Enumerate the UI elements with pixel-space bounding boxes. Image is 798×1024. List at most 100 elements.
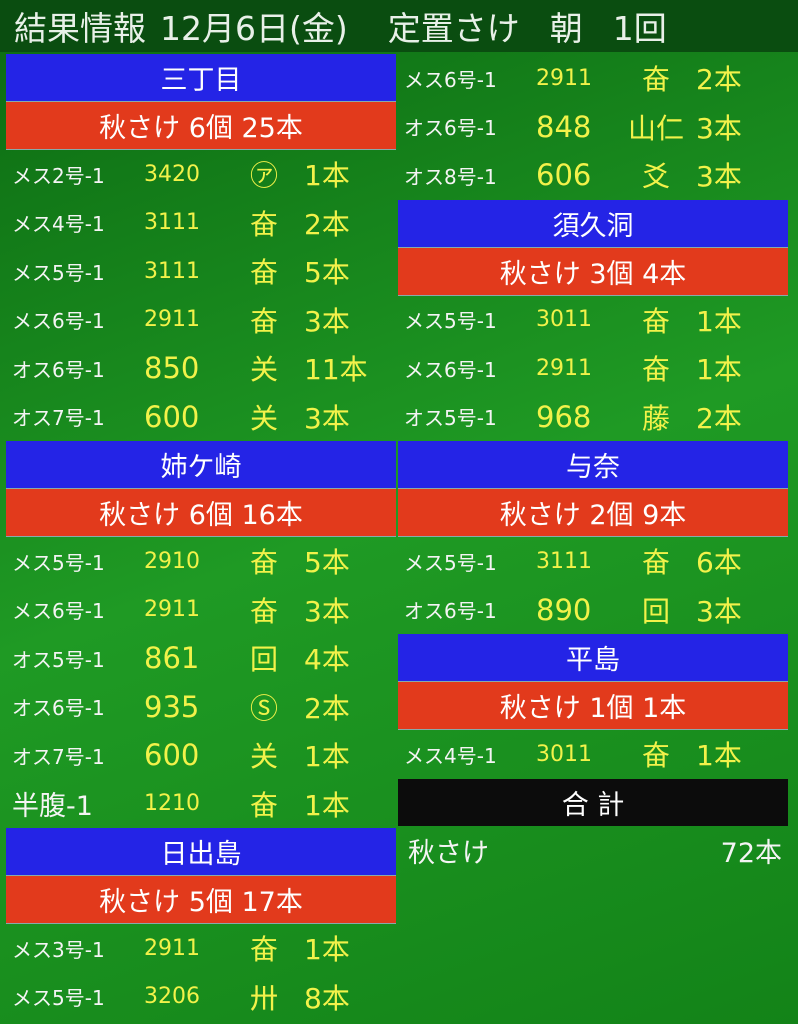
price: 2911 — [144, 307, 200, 333]
price: 1210 — [144, 791, 200, 817]
grade: メス2号-1 — [12, 163, 105, 188]
price: 3011 — [536, 741, 592, 767]
section-summary: 秋さけ 1個 1本 — [398, 682, 788, 730]
count: 2本 — [696, 63, 742, 97]
price: 600 — [144, 399, 200, 434]
price: 3206 — [144, 984, 200, 1010]
price: 3111 — [536, 548, 592, 574]
grade: メス5号-1 — [404, 309, 497, 334]
date: 12月6日(金) — [160, 9, 348, 48]
count: 6本 — [696, 546, 742, 580]
buyer-mark: 奋 — [641, 63, 670, 97]
count: 3本 — [696, 160, 742, 194]
grade: メス6号-1 — [404, 67, 497, 92]
buyer-mark: 奋 — [641, 739, 670, 773]
buyer-mark: 关 — [249, 740, 278, 774]
count: 3本 — [696, 111, 742, 145]
result-row: オス7号-1 600 关 3本 — [6, 393, 396, 442]
grade: オス6号-1 — [12, 357, 105, 382]
result-row: オス5号-1 968 藤 2本 — [398, 393, 788, 442]
price: 968 — [536, 399, 592, 434]
count: 5本 — [304, 546, 350, 580]
section-name: 与奈 — [398, 441, 788, 489]
count: 5本 — [304, 256, 350, 290]
total-title: 合 計 — [398, 778, 788, 826]
round: 1回 — [612, 9, 667, 48]
price: 861 — [144, 641, 200, 676]
grade: メス5号-1 — [12, 260, 105, 285]
result-row: 半腹-1 1210 奋 1本 — [6, 780, 396, 829]
buyer-mark: 奋 — [641, 353, 670, 387]
price: 3111 — [144, 210, 200, 236]
buyer-mark: 奋 — [249, 933, 278, 967]
buyer-mark: Ⓢ — [249, 691, 278, 725]
grade: メス5号-1 — [12, 986, 105, 1011]
result-row: メス6号-1 2911 奋 1本 — [398, 344, 788, 393]
price: 2911 — [144, 597, 200, 623]
result-row: メス4号-1 3011 奋 1本 — [398, 730, 788, 779]
header: 結果情報 12月6日(金) 定置さけ 朝 1回 — [0, 0, 798, 52]
section-name: 須久洞 — [398, 199, 788, 248]
section-name: 平島 — [398, 634, 788, 682]
price: 3011 — [536, 307, 592, 333]
total-row: 秋さけ 72本 — [398, 826, 788, 876]
price: 2910 — [144, 548, 200, 574]
section-summary: 秋さけ 6個 16本 — [6, 489, 396, 537]
buyer-mark: 藤 — [641, 401, 670, 435]
buyer-mark: 爻 — [641, 160, 670, 194]
count: 1本 — [304, 159, 350, 193]
count: 3本 — [304, 304, 350, 338]
price: 935 — [144, 689, 200, 724]
buyer-mark: 奋 — [249, 304, 278, 338]
price: 606 — [536, 158, 592, 193]
result-row: メス6号-1 2911 奋 3本 — [6, 296, 396, 345]
net: 定置さけ — [387, 9, 520, 48]
result-row: オス6号-1 848 山仁 3本 — [398, 103, 788, 152]
result-row: オス6号-1 890 回 3本 — [398, 586, 788, 635]
grade: オス5号-1 — [12, 647, 105, 672]
count: 3本 — [696, 594, 742, 628]
section-summary: 秋さけ 6個 25本 — [6, 102, 396, 150]
buyer-mark: 回 — [641, 594, 670, 628]
result-row: メス3号-1 2911 奋 1本 — [6, 924, 396, 973]
price: 2911 — [144, 935, 200, 961]
count: 4本 — [304, 643, 350, 677]
count: 3本 — [304, 401, 350, 435]
grade: オス6号-1 — [404, 116, 497, 141]
grade: メス5号-1 — [12, 550, 105, 575]
result-row: オス5号-1 861 回 4本 — [6, 634, 396, 683]
count: 1本 — [304, 788, 350, 822]
buyer-mark: 回 — [249, 643, 278, 677]
buyer-mark: ㋐ — [249, 159, 278, 193]
grade: オス5号-1 — [404, 406, 497, 431]
result-row: メス4号-1 3111 奋 2本 — [6, 199, 396, 248]
result-row: メス5号-1 2910 奋 5本 — [6, 537, 396, 586]
count: 1本 — [696, 353, 742, 387]
section-name: 姉ケ崎 — [6, 441, 396, 489]
grade: メス3号-1 — [12, 937, 105, 962]
price: 600 — [144, 738, 200, 773]
buyer-mark: 山仁 — [627, 111, 684, 145]
section-summary: 秋さけ 3個 4本 — [398, 247, 788, 296]
price: 848 — [536, 109, 592, 144]
result-row: オス6号-1 850 关 11本 — [6, 344, 396, 393]
grade: オス6号-1 — [12, 696, 105, 721]
buyer-mark: 关 — [249, 353, 278, 387]
count: 1本 — [696, 739, 742, 773]
buyer-mark: 奋 — [641, 546, 670, 580]
result-row: メス6号-1 2911 奋 3本 — [6, 586, 396, 635]
count: 2本 — [304, 207, 350, 241]
count: 1本 — [304, 933, 350, 967]
buyer-mark: 卅 — [249, 981, 278, 1015]
result-row: メス5号-1 3111 奋 5本 — [6, 247, 396, 296]
price: 2911 — [536, 65, 592, 91]
grade: メス6号-1 — [12, 309, 105, 334]
price: 890 — [536, 592, 592, 627]
grade: メス6号-1 — [12, 599, 105, 624]
column: メス6号-1 2911 奋 2本 オス6号-1 848 山仁 3本 オス8号-1 606 爻 3本 須久… — [398, 54, 788, 876]
total-label: 秋さけ — [408, 838, 489, 869]
price: 3111 — [144, 258, 200, 284]
price: 2911 — [536, 355, 592, 381]
grade: 半腹-1 — [12, 791, 93, 823]
